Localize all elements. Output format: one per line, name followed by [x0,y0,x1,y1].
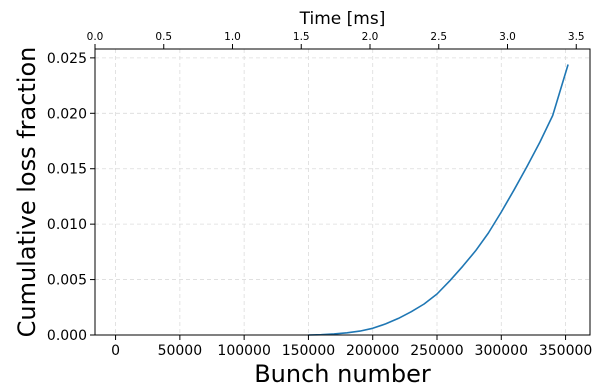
x-tick-label: 350000 [539,343,592,359]
ticks-layer: 0 50000 100000 150000 200000 250000 300000 3500… [47,31,592,359]
top-x-tick-label: 1.0 [224,31,241,43]
x-tick-label: 150000 [282,343,335,359]
y-tick-label: 0.010 [47,217,87,233]
x-tick-label: 300000 [475,343,528,359]
y-tick-label: 0.015 [47,162,87,178]
series-layer [308,64,569,336]
top-x-tick-label: 2.0 [362,31,379,43]
grid-lines [95,49,590,336]
x-tick-label: 50000 [158,343,203,359]
x-tick-label: 200000 [346,343,399,359]
top-x-tick-label: 2.5 [430,31,447,43]
x-tick-label: 100000 [217,343,270,359]
top-x-tick-label: 3.5 [568,31,585,43]
x-tick-label: 0 [111,343,120,359]
y-tick-label: 0.000 [47,328,87,344]
x-axis-label: Bunch number [254,360,431,387]
y-axis-label: Cumulative loss fraction [13,47,41,338]
plot-frame [94,48,591,336]
top-x-tick-label: 1.5 [293,31,310,43]
top-x-tick-label: 0.5 [155,31,172,43]
top-axis-label: Time [ms] [299,9,386,29]
y-tick-label: 0.020 [47,106,87,122]
series-line [308,64,569,336]
y-tick-label: 0.025 [47,51,87,67]
top-x-tick-label: 0.0 [87,31,104,43]
y-tick-label: 0.005 [47,273,87,289]
x-tick-label: 250000 [410,343,463,359]
top-x-tick-label: 3.0 [499,31,516,43]
